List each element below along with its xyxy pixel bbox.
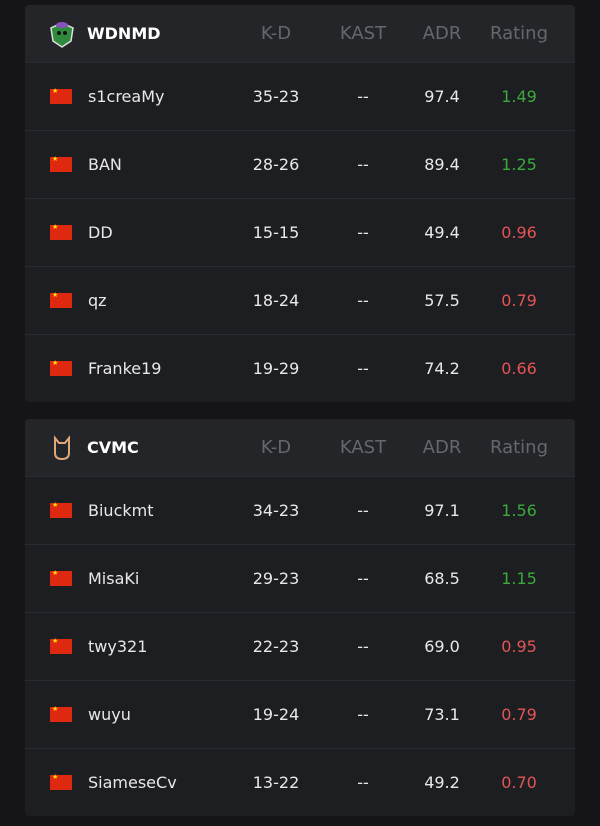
player-row[interactable]: wuyu 19-24 -- 73.1 0.79 (25, 680, 575, 748)
kill-death: 34-23 (252, 501, 300, 520)
player-name[interactable]: MisaKi (88, 569, 140, 588)
player-name[interactable]: BAN (88, 155, 122, 174)
china-flag-icon (50, 223, 72, 240)
adr: 97.4 (424, 87, 460, 106)
kill-death: 28-26 (252, 155, 300, 174)
team-header: WDNMD K-D KAST ADR Rating (25, 5, 575, 62)
adr: 49.2 (424, 773, 460, 792)
adr: 89.4 (424, 155, 460, 174)
rating: 0.96 (501, 223, 537, 242)
china-flag-icon (50, 87, 72, 104)
team-header: CVMC K-D KAST ADR Rating (25, 419, 575, 476)
kill-death: 15-15 (252, 223, 300, 242)
china-flag-icon (50, 569, 72, 586)
rating: 1.56 (501, 501, 537, 520)
player-name[interactable]: DD (88, 223, 113, 242)
rating: 0.95 (501, 637, 537, 656)
kill-death: 18-24 (252, 291, 300, 310)
adr: 97.1 (424, 501, 460, 520)
kast: -- (357, 569, 369, 588)
kill-death: 13-22 (252, 773, 300, 792)
player-row[interactable]: s1creaMy 35-23 -- 97.4 1.49 (25, 62, 575, 130)
kast: -- (357, 87, 369, 106)
kill-death: 19-29 (252, 359, 300, 378)
player-row[interactable]: Franke19 19-29 -- 74.2 0.66 (25, 334, 575, 402)
team-logo-icon (47, 433, 77, 463)
team-stats-card: CVMC K-D KAST ADR Rating Biuckmt 34-23 -- 9… (25, 419, 575, 816)
player-name[interactable]: Franke19 (88, 359, 162, 378)
rating: 0.79 (501, 291, 537, 310)
kast: -- (357, 705, 369, 724)
player-row[interactable]: SiameseCv 13-22 -- 49.2 0.70 (25, 748, 575, 816)
china-flag-icon (50, 501, 72, 518)
adr: 68.5 (424, 569, 460, 588)
kast: -- (357, 223, 369, 242)
column-header[interactable]: K-D (260, 437, 292, 458)
player-name[interactable]: s1creaMy (88, 87, 165, 106)
player-row[interactable]: MisaKi 29-23 -- 68.5 1.15 (25, 544, 575, 612)
column-header[interactable]: KAST (339, 23, 387, 44)
column-header[interactable]: K-D (260, 23, 292, 44)
column-header[interactable]: KAST (339, 437, 387, 458)
kast: -- (357, 291, 369, 310)
kast: -- (357, 637, 369, 656)
rating: 0.79 (501, 705, 537, 724)
rating: 0.66 (501, 359, 537, 378)
adr: 73.1 (424, 705, 460, 724)
player-row[interactable]: BAN 28-26 -- 89.4 1.25 (25, 130, 575, 198)
china-flag-icon (50, 637, 72, 654)
adr: 49.4 (424, 223, 460, 242)
player-row[interactable]: qz 18-24 -- 57.5 0.79 (25, 266, 575, 334)
player-row[interactable]: Biuckmt 34-23 -- 97.1 1.56 (25, 476, 575, 544)
team-name[interactable]: WDNMD (87, 24, 161, 43)
column-header[interactable]: ADR (422, 23, 462, 44)
player-row[interactable]: DD 15-15 -- 49.4 0.96 (25, 198, 575, 266)
column-header[interactable]: Rating (489, 23, 549, 44)
rating: 1.15 (501, 569, 537, 588)
player-row[interactable]: twy321 22-23 -- 69.0 0.95 (25, 612, 575, 680)
player-name[interactable]: wuyu (88, 705, 131, 724)
china-flag-icon (50, 773, 72, 790)
team-name[interactable]: CVMC (87, 438, 139, 457)
kill-death: 35-23 (252, 87, 300, 106)
rating: 1.49 (501, 87, 537, 106)
adr: 74.2 (424, 359, 460, 378)
player-name[interactable]: SiameseCv (88, 773, 177, 792)
team-stats-card: WDNMD K-D KAST ADR Rating s1creaMy 35-23 --… (25, 5, 575, 402)
column-header[interactable]: Rating (489, 437, 549, 458)
kast: -- (357, 773, 369, 792)
player-name[interactable]: qz (88, 291, 107, 310)
china-flag-icon (50, 291, 72, 308)
player-name[interactable]: Biuckmt (88, 501, 154, 520)
adr: 69.0 (424, 637, 460, 656)
kill-death: 19-24 (252, 705, 300, 724)
adr: 57.5 (424, 291, 460, 310)
kast: -- (357, 359, 369, 378)
rating: 1.25 (501, 155, 537, 174)
kill-death: 29-23 (252, 569, 300, 588)
rating: 0.70 (501, 773, 537, 792)
column-header[interactable]: ADR (422, 437, 462, 458)
china-flag-icon (50, 359, 72, 376)
kill-death: 22-23 (252, 637, 300, 656)
player-name[interactable]: twy321 (88, 637, 148, 656)
team-logo-icon (47, 19, 77, 49)
kast: -- (357, 501, 369, 520)
kast: -- (357, 155, 369, 174)
china-flag-icon (50, 155, 72, 172)
china-flag-icon (50, 705, 72, 722)
